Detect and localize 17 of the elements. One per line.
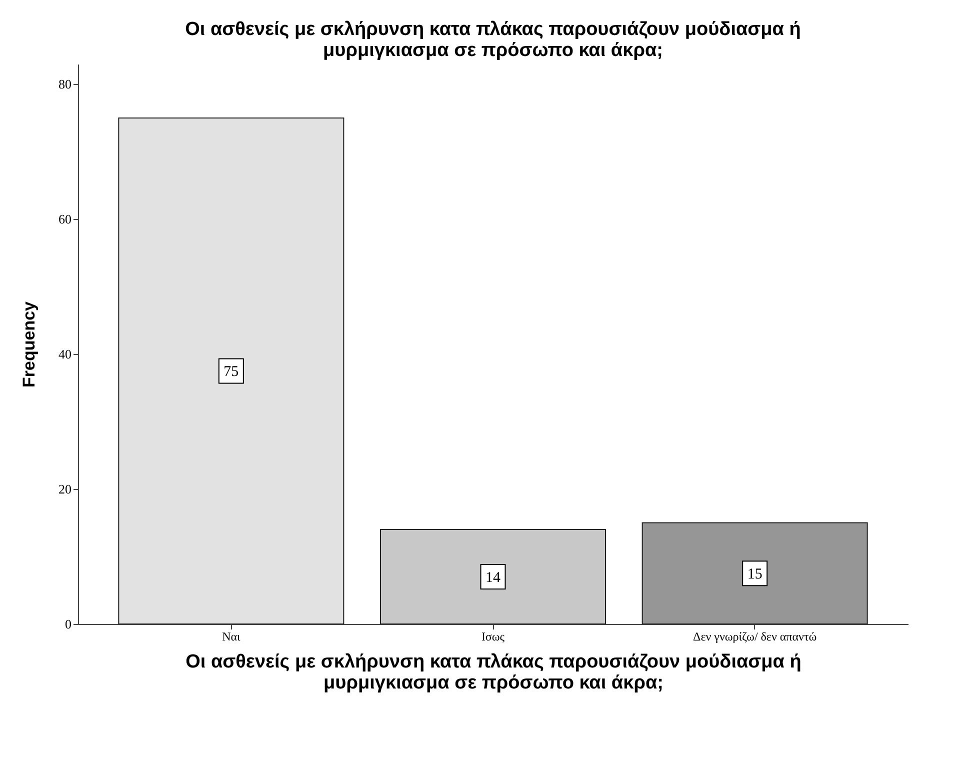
y-tick-label: 80 — [58, 76, 72, 92]
chart-title: Οι ασθενείς με σκλήρυνση κατα πλάκας παρουσιάζουν μούδιασμα ή μυρμιγκιασμα σε πρόσωπο και άκρα; — [185, 19, 801, 61]
y-tick-label: 60 — [58, 212, 72, 227]
x-tick-label: Δεν γνωρίζω/ δεν απαντώ — [692, 630, 817, 644]
x-axis-title: Οι ασθενείς με σκλήρυνση κατα πλάκας παρουσιάζουν μούδιασμα ή μυρμιγκιασμα σε πρόσωπο και άκρα; — [186, 652, 802, 694]
data-label: 75 — [224, 364, 239, 380]
x-tick-label: Ισως — [481, 630, 505, 644]
y-tick-label: 40 — [58, 346, 72, 362]
bar — [380, 529, 606, 624]
bar — [642, 522, 868, 624]
y-axis-title: Frequency — [20, 300, 38, 388]
x-tick-label: Ναι — [222, 630, 242, 644]
data-label: 15 — [747, 566, 762, 582]
bar — [118, 117, 344, 624]
y-tick-label: 0 — [65, 616, 72, 632]
y-tick-label: 20 — [58, 482, 72, 497]
data-label: 14 — [486, 570, 501, 586]
